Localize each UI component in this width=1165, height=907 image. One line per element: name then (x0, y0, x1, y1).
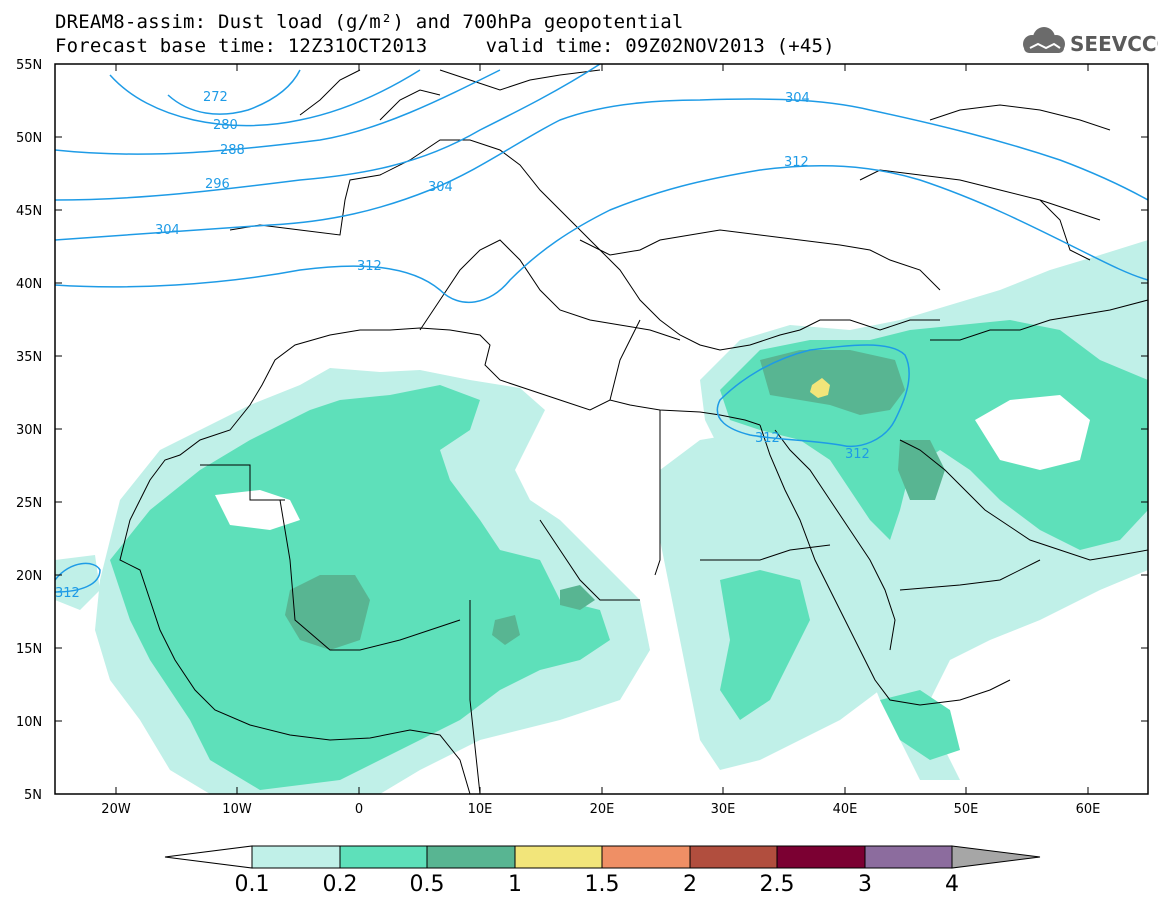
lat-label: 25N (16, 496, 42, 511)
colorbar-swatch (689, 845, 778, 869)
colorbar-swatch (426, 845, 516, 869)
lon-label: 0 (355, 802, 363, 817)
contour-label: 304 (785, 91, 810, 106)
lon-label: 20E (590, 802, 615, 817)
lon-label: 40E (833, 802, 858, 817)
lon-label: 10E (468, 802, 493, 817)
contour-label: 312 (755, 431, 780, 446)
contour-label: 280 (213, 118, 238, 133)
seevccc-logo: SEEVCCC (1023, 27, 1158, 56)
colorbar-swatch (339, 845, 428, 869)
colorbar-label: 0.5 (410, 872, 445, 897)
contour-label: 296 (205, 177, 230, 192)
lat-label: 45N (16, 204, 42, 219)
colorbar-swatch (864, 845, 953, 869)
forecast-times: Forecast base time: 12Z31OCT2013 valid t… (55, 35, 835, 57)
cloud-icon (1023, 27, 1065, 53)
colorbar-swatch (776, 845, 866, 869)
lat-label: 30N (16, 423, 42, 438)
contour-label: 312 (55, 586, 80, 601)
lat-label: 35N (16, 350, 42, 365)
colorbar-swatch (251, 845, 341, 869)
colorbar-swatch (601, 845, 691, 869)
lon-axis: 20W 10W 0 10E 20E 30E 40E 50E 60E (101, 64, 1100, 817)
lat-label: 15N (16, 642, 42, 657)
lat-label: 5N (24, 788, 42, 803)
map-area: 272 280 288 296 304 304 304 312 312 312 … (55, 64, 1148, 794)
contour-labels: 272 280 288 296 304 304 304 312 312 312 … (55, 90, 870, 601)
colorbar-label: 1.5 (585, 872, 620, 897)
colorbar-label: 2.5 (760, 872, 795, 897)
lon-label: 60E (1076, 802, 1101, 817)
colorbar-swatch (514, 845, 603, 869)
colorbar-label: 1 (508, 872, 522, 897)
lat-label: 50N (16, 131, 42, 146)
colorbar-low-arrow (164, 845, 253, 869)
contour-label: 288 (220, 143, 245, 158)
dust-shading-peak (810, 378, 830, 398)
colorbar: 0.1 0.2 0.5 1 1.5 2 2.5 3 4 (164, 845, 1041, 897)
lat-label: 40N (16, 277, 42, 292)
contour-label: 272 (203, 90, 228, 105)
colorbar-label: 4 (945, 872, 959, 897)
colorbar-label: 3 (858, 872, 872, 897)
lon-label: 10W (222, 802, 252, 817)
contour-label: 312 (357, 259, 382, 274)
lat-label: 20N (16, 569, 42, 584)
map-title: DREAM8-assim: Dust load (g/m²) and 700hP… (55, 11, 684, 33)
contour-label: 304 (428, 180, 453, 195)
lat-axis: 55N 50N 45N 40N 35N 30N 25N 20N 15N 10N … (16, 58, 1148, 803)
lat-label: 55N (16, 58, 42, 73)
colorbar-high-arrow (951, 845, 1041, 869)
lat-label: 10N (16, 715, 42, 730)
colorbar-label: 0.1 (235, 872, 270, 897)
lon-label: 30E (711, 802, 736, 817)
lon-label: 50E (954, 802, 979, 817)
contour-label: 312 (845, 447, 870, 462)
coastlines (119, 69, 1148, 794)
colorbar-label: 0.2 (323, 872, 358, 897)
dust-shading-heavy (285, 350, 945, 650)
logo-text: SEEVCCC (1070, 32, 1158, 56)
contour-label: 304 (155, 223, 180, 238)
lon-label: 20W (101, 802, 131, 817)
contour-label: 312 (784, 155, 809, 170)
colorbar-label: 2 (683, 872, 697, 897)
geopotential-contours (55, 64, 1148, 593)
